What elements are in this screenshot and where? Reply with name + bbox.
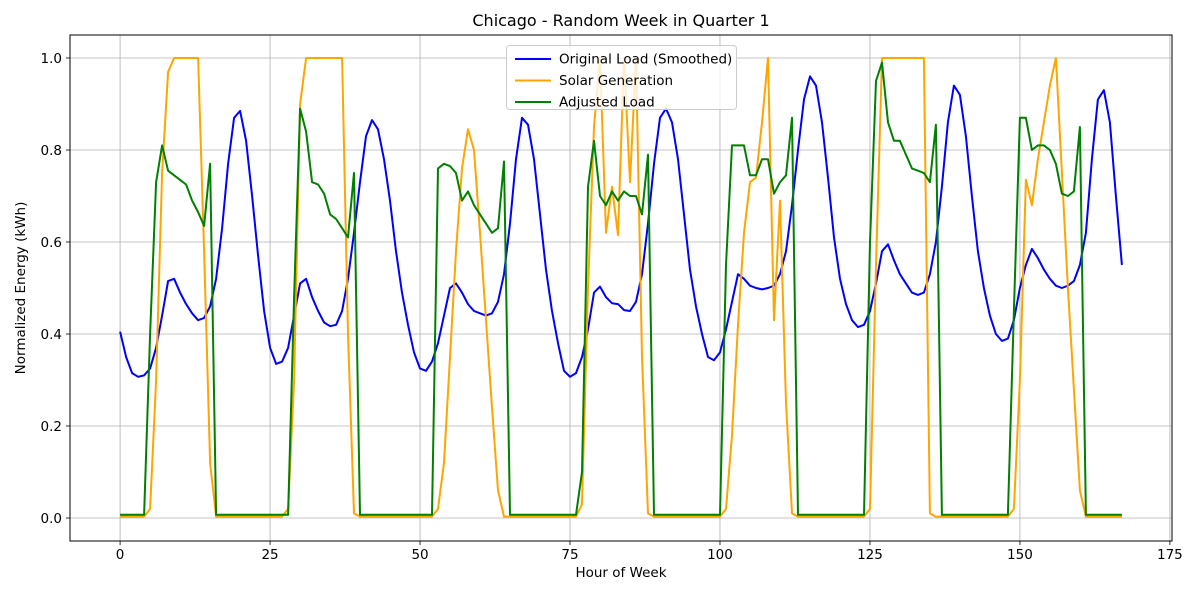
plot-area: 0 25 50 75 100 125 150 175 0.0 0.2 0.4 0.6 0.8 1.0 [41, 34, 1183, 563]
chart-title: Chicago - Random Week in Quarter 1 [472, 11, 769, 30]
series-line-2 [120, 61, 1122, 516]
legend-label-adjusted-load: Adjusted Load [559, 95, 655, 111]
x-tick-label: 125 [857, 547, 883, 563]
series-line-0 [119, 75, 1123, 378]
y-axis-label: Normalized Energy (kWh) [13, 202, 29, 375]
x-tick-label: 100 [707, 547, 733, 563]
legend-label-original-load: Original Load (Smoothed) [559, 52, 732, 68]
legend: Original Load (Smoothed) Solar Generatio… [506, 45, 737, 111]
x-tick-label: 150 [1007, 547, 1033, 563]
y-tick-label: 0.8 [41, 143, 62, 159]
y-tick-label: 0.2 [41, 419, 62, 435]
legend-box [506, 45, 737, 110]
x-axis-label: Hour of Week [575, 565, 666, 581]
y-tick-label: 1.0 [41, 51, 62, 67]
axes-spines [69, 34, 1173, 542]
x-tick-label: 75 [561, 547, 578, 563]
x-tick-label: 25 [261, 547, 278, 563]
y-tick-label: 0.6 [41, 235, 62, 251]
y-tick-label: 0.4 [41, 327, 62, 343]
x-tick-label: 50 [411, 547, 428, 563]
x-tick-label: 0 [116, 547, 125, 563]
legend-label-solar-generation: Solar Generation [559, 73, 673, 89]
y-tick-label: 0.0 [41, 511, 62, 527]
x-tick-label: 175 [1157, 547, 1183, 563]
series-line-1 [120, 57, 1122, 518]
